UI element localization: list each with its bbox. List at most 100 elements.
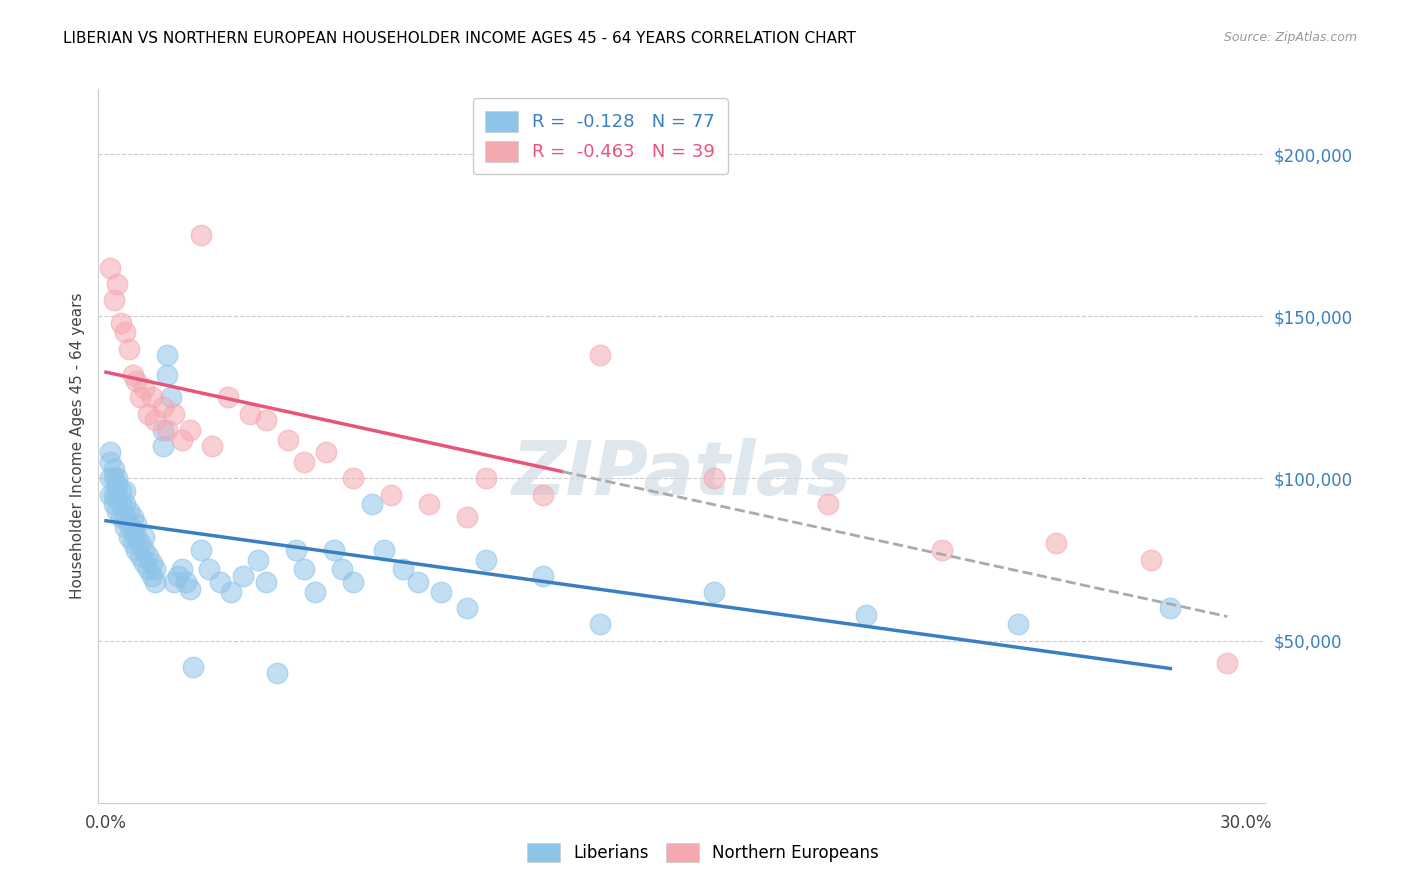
Point <box>163 407 186 421</box>
Point <box>98 471 121 485</box>
Point <box>531 568 554 582</box>
Point <box>129 549 152 564</box>
Point <box>103 497 125 511</box>
Point <box>931 542 953 557</box>
Text: LIBERIAN VS NORTHERN EUROPEAN HOUSEHOLDER INCOME AGES 45 - 64 YEARS CORRELATION : LIBERIAN VS NORTHERN EUROPEAN HOUSEHOLDE… <box>63 31 856 46</box>
Point <box>456 601 478 615</box>
Point <box>190 542 212 557</box>
Point <box>136 407 159 421</box>
Point <box>121 510 143 524</box>
Point <box>391 562 413 576</box>
Point <box>589 617 612 632</box>
Point <box>98 445 121 459</box>
Point <box>170 433 193 447</box>
Point <box>254 413 277 427</box>
Point <box>183 659 205 673</box>
Point <box>456 510 478 524</box>
Point <box>232 568 254 582</box>
Point <box>373 542 395 557</box>
Point <box>125 374 148 388</box>
Point <box>292 455 315 469</box>
Point <box>217 390 239 404</box>
Point <box>163 575 186 590</box>
Point <box>132 381 155 395</box>
Point <box>121 368 143 382</box>
Point <box>361 497 384 511</box>
Point <box>132 542 155 557</box>
Point <box>152 439 174 453</box>
Legend: R =  -0.128   N = 77, R =  -0.463   N = 39: R = -0.128 N = 77, R = -0.463 N = 39 <box>472 98 728 174</box>
Point <box>342 575 364 590</box>
Point <box>1045 536 1067 550</box>
Point <box>156 423 179 437</box>
Point <box>98 455 121 469</box>
Point <box>136 562 159 576</box>
Point <box>107 478 129 492</box>
Point <box>114 484 136 499</box>
Point <box>141 568 163 582</box>
Point <box>1007 617 1029 632</box>
Point <box>170 562 193 576</box>
Point <box>285 542 308 557</box>
Point <box>266 666 288 681</box>
Point <box>125 542 148 557</box>
Point <box>107 277 129 291</box>
Point <box>179 423 201 437</box>
Point <box>703 471 725 485</box>
Point <box>110 484 132 499</box>
Text: ZIPatlas: ZIPatlas <box>512 438 852 511</box>
Point <box>98 488 121 502</box>
Point <box>118 530 141 544</box>
Point <box>174 575 197 590</box>
Point <box>239 407 262 421</box>
Point <box>107 471 129 485</box>
Point <box>129 390 152 404</box>
Point <box>152 423 174 437</box>
Point <box>1140 552 1163 566</box>
Point <box>817 497 839 511</box>
Point <box>107 488 129 502</box>
Point <box>406 575 429 590</box>
Point <box>342 471 364 485</box>
Point <box>118 342 141 356</box>
Point <box>209 575 232 590</box>
Point <box>110 510 132 524</box>
Point <box>201 439 224 453</box>
Point <box>145 562 167 576</box>
Point <box>110 316 132 330</box>
Point <box>141 390 163 404</box>
Point <box>247 552 270 566</box>
Legend: Liberians, Northern Europeans: Liberians, Northern Europeans <box>519 834 887 871</box>
Point <box>589 348 612 362</box>
Point <box>1159 601 1181 615</box>
Point <box>1216 657 1239 671</box>
Point <box>167 568 190 582</box>
Point <box>103 293 125 307</box>
Point <box>121 536 143 550</box>
Point <box>703 585 725 599</box>
Point <box>254 575 277 590</box>
Point <box>145 413 167 427</box>
Point <box>118 516 141 531</box>
Point <box>221 585 243 599</box>
Point <box>531 488 554 502</box>
Point <box>103 461 125 475</box>
Point <box>107 504 129 518</box>
Point <box>156 368 179 382</box>
Point <box>103 488 125 502</box>
Point <box>125 516 148 531</box>
Point <box>156 348 179 362</box>
Point <box>114 520 136 534</box>
Point <box>118 504 141 518</box>
Point <box>125 530 148 544</box>
Point <box>330 562 353 576</box>
Point <box>114 510 136 524</box>
Point <box>179 582 201 596</box>
Point <box>304 585 326 599</box>
Point <box>292 562 315 576</box>
Point <box>98 260 121 275</box>
Point <box>132 530 155 544</box>
Point <box>475 471 498 485</box>
Point <box>152 400 174 414</box>
Point <box>114 326 136 340</box>
